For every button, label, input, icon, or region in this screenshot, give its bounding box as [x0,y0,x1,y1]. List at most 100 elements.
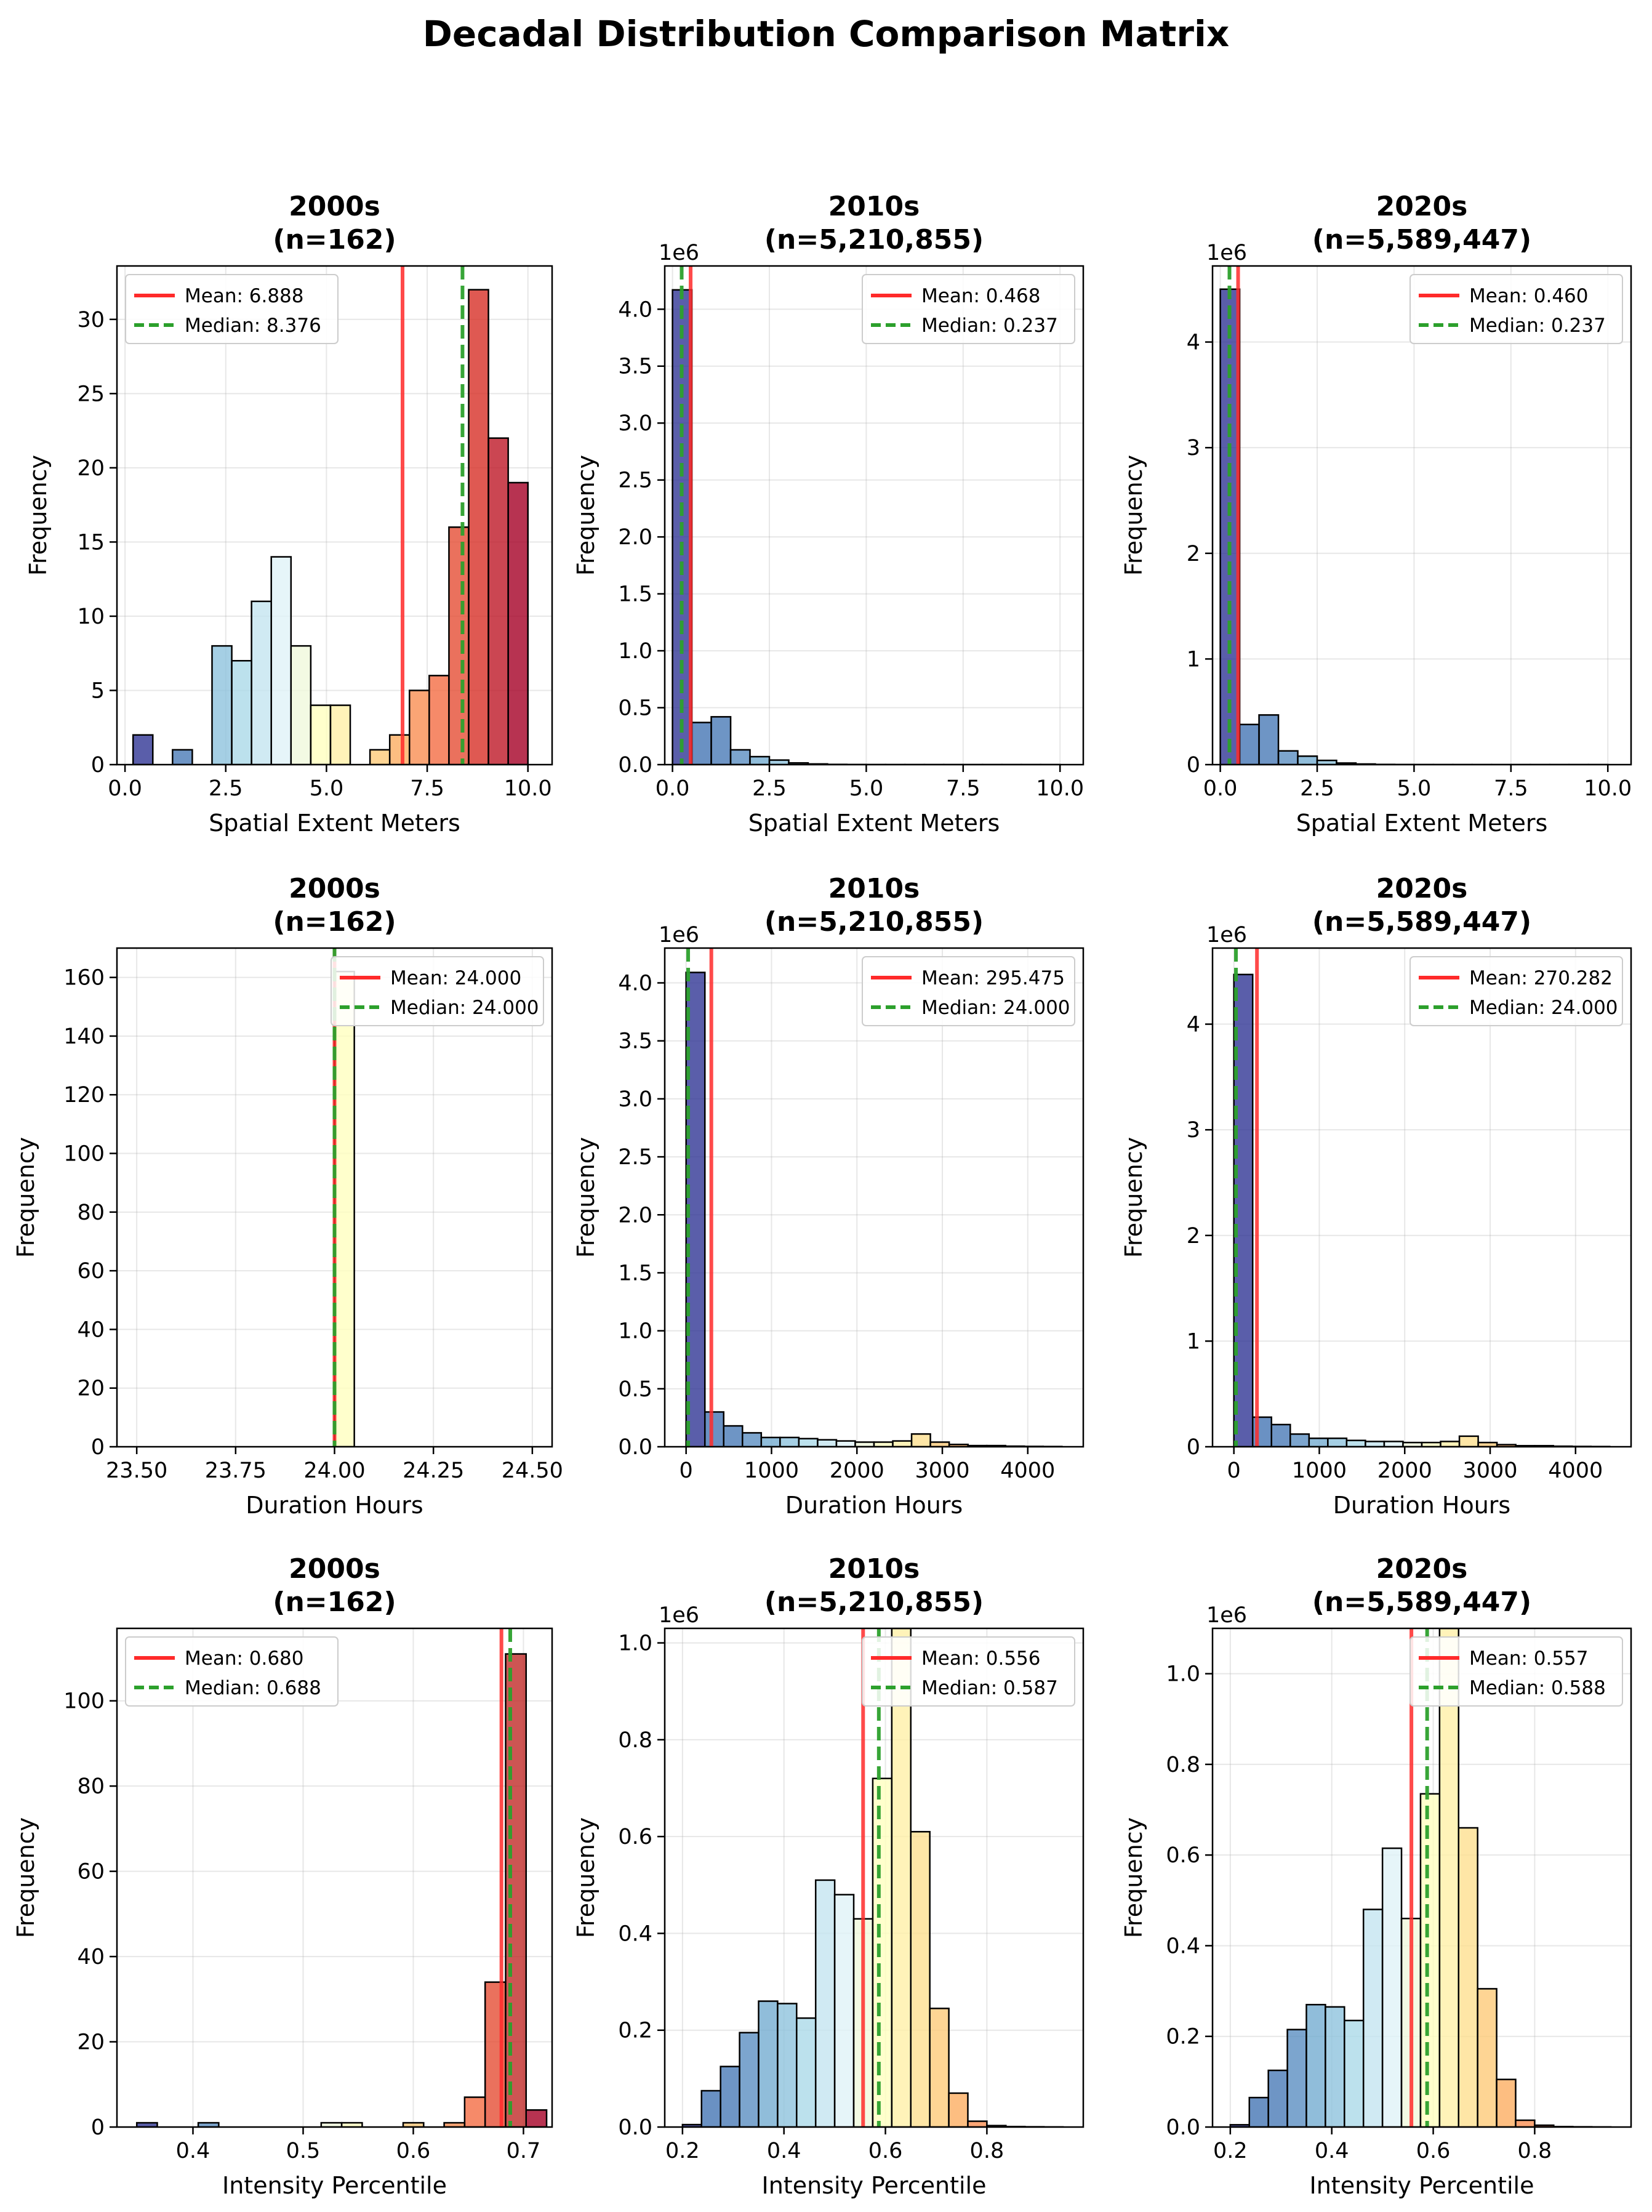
y-tick-label: 4 [1187,1013,1200,1037]
histogram-bar [310,704,332,765]
histogram-bar [1477,1988,1498,2127]
y-axis-label: Frequency [572,455,599,576]
axes-frame [664,265,1085,766]
legend-box [331,956,544,1026]
histogram-bar [507,481,529,765]
y-tick-label: 3.5 [618,1029,652,1054]
histogram-bar [132,734,154,765]
x-tick-label: 24.00 [303,1458,365,1483]
panel-9: 2020s(n=5,589,447) 0.2 0.4 0.6 0.8 0.0 0.2 0.4 0… [1120,1553,1632,2199]
x-tick-label: 24.50 [502,1458,563,1483]
panel-4: 2000s(n=162) 23.50 23.75 24.00 24.25 24.50 0 20… [12,873,563,1519]
histogram-bar [910,1831,931,2127]
histogram-bar [1258,714,1280,765]
legend-label-mean: Mean: 0.556 [921,1647,1041,1670]
panel-title-count: (n=5,589,447) [1312,224,1531,255]
legend-label-mean: Mean: 0.557 [1469,1647,1589,1670]
y-tick-label: 40 [77,1317,105,1342]
legend: Mean: 6.888 Median: 8.376 [125,274,339,344]
histogram-bar [798,1438,819,1447]
y-tick-label: 0 [1187,1435,1200,1460]
y-axis-label: Frequency [1120,1817,1147,1938]
legend-label-mean: Mean: 0.460 [1469,285,1589,307]
bars [135,1653,548,2127]
y-tick-label: 3 [1187,1118,1200,1143]
y-tick-label: 0.8 [1166,1753,1200,1777]
legend: Mean: 270.282 Median: 24.000 [1409,956,1623,1026]
y-tick-label: 0.0 [618,1435,652,1460]
y-tick-label: 0.2 [618,2019,652,2043]
histogram-bar [796,2017,817,2127]
x-tick-label: 10.0 [504,776,552,801]
legend: Mean: 0.460 Median: 0.237 [1409,274,1623,344]
histogram-bar [758,2000,779,2127]
y-tick-label: 100 [63,1689,105,1714]
x-axis-label: Spatial Extent Meters [1296,810,1548,837]
legend-label-median: Median: 0.237 [921,315,1058,337]
histogram-bar [1345,1439,1366,1447]
y-tick-label: 20 [77,1377,105,1401]
histogram-bar [760,1436,781,1447]
x-tick-label: 0.6 [868,2139,903,2163]
legend-box [125,1636,339,1707]
panel-title-decade: 2020s [1376,1553,1468,1585]
axes-frame [1211,1627,1632,2128]
y-tick-label: 2.0 [618,525,652,550]
panel-title-decade: 2010s [828,191,920,222]
y-tick-label: 0 [91,753,105,778]
y-tick-label: 2.5 [618,469,652,493]
y-tick-label: 160 [63,966,105,991]
y-tick-label: 3.0 [618,411,652,436]
histogram-bar [1277,750,1299,765]
legend-box [862,956,1075,1026]
x-tick-label: 0.0 [108,776,142,801]
y-tick-label: 20 [77,2030,105,2055]
figure-title: Decadal Distribution Comparison Matrix [423,13,1230,55]
y-tick-label: 3.0 [618,1087,652,1112]
x-tick-label: 3000 [915,1458,969,1483]
y-tick-label: 4 [1187,331,1200,355]
histogram-bar [910,1433,931,1447]
y-offset-label: 1e6 [659,1603,699,1628]
x-axis-label: Intensity Percentile [222,2172,447,2199]
y-tick-label: 10 [77,605,105,629]
histogram-bar [835,1440,856,1447]
x-tick-label: 0.4 [176,2139,211,2163]
x-tick-label: 2.5 [1300,776,1334,801]
y-tick-label: 3.5 [618,355,652,379]
x-axis-label: Intensity Percentile [1310,2172,1534,2199]
histogram-bar [1383,1441,1404,1447]
histogram-bar [742,1432,763,1447]
legend: Mean: 0.556 Median: 0.587 [862,1636,1075,1707]
histogram-bar [1327,1438,1348,1447]
bars [681,1628,1064,2127]
y-axis-label: Frequency [572,1137,599,1258]
histogram-bar [779,1436,800,1447]
x-tick-label: 10.0 [1584,776,1632,801]
legend-label-mean: Mean: 0.468 [921,285,1041,307]
histogram-bar [409,690,430,765]
panel-title-decade: 2000s [289,191,380,222]
legend-label-median: Median: 0.237 [1469,315,1606,337]
y-tick-label: 80 [77,1201,105,1225]
x-tick-label: 4000 [1000,1458,1055,1483]
legend: Mean: 0.468 Median: 0.237 [862,274,1075,344]
x-axis-label: Duration Hours [246,1492,423,1519]
y-tick-label: 0.0 [618,753,652,778]
x-axis-label: Duration Hours [785,1492,963,1519]
histogram-bar [1458,1827,1478,2127]
panel-title-decade: 2020s [1376,191,1468,222]
histogram-bar [1419,1793,1441,2127]
histogram-bar [270,556,292,765]
y-tick-label: 80 [77,1774,105,1799]
panel-title-decade: 2020s [1376,873,1468,904]
y-tick-label: 0.6 [1166,1843,1200,1868]
histogram-bar [1515,2119,1536,2127]
y-offset-label: 1e6 [659,241,699,265]
panel-title-count: (n=162) [273,906,396,938]
histogram-bar [872,1777,893,2127]
histogram-bar [487,437,509,765]
y-tick-label: 0.0 [1166,2115,1200,2140]
x-tick-label: 23.50 [106,1458,167,1483]
